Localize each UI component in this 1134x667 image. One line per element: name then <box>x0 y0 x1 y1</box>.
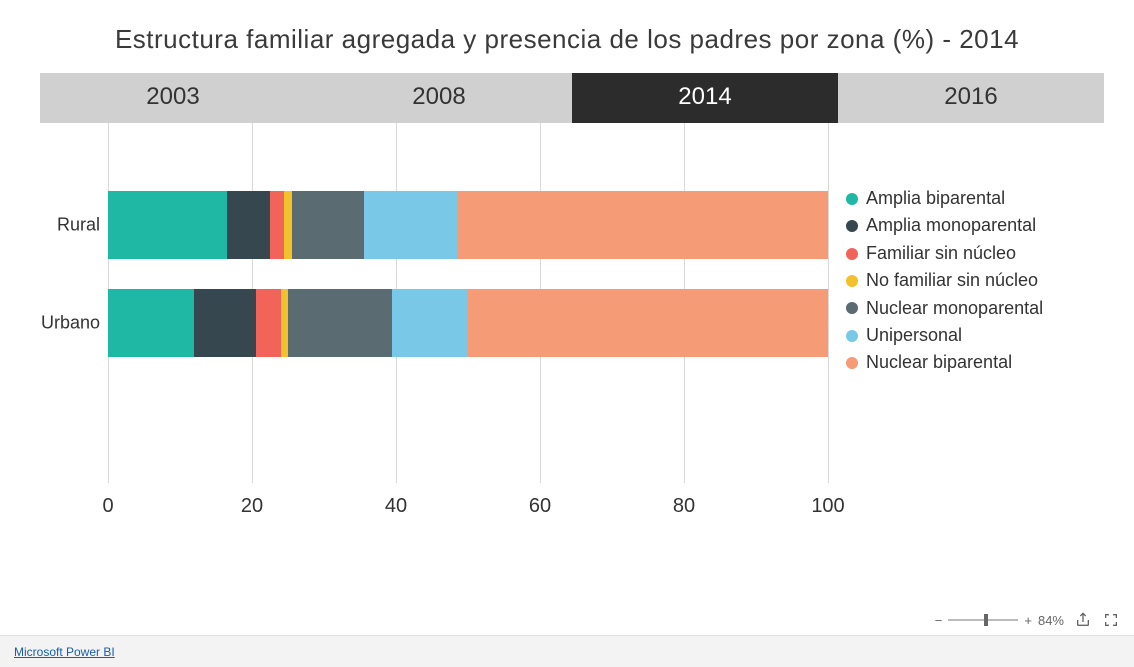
chart-area: Rural Urbano 020406080100 Amplia biparen… <box>40 123 1104 523</box>
legend-item-nuclear_monoparental[interactable]: Nuclear monoparental <box>846 297 1088 320</box>
zoom-out-button[interactable]: − <box>935 613 943 628</box>
bar-segment-unipersonal[interactable] <box>392 289 468 357</box>
legend-label: Amplia biparental <box>866 187 1005 210</box>
x-tick: 100 <box>811 495 844 518</box>
legend-dot-icon <box>846 220 858 232</box>
legend-item-no_familiar_sin_nucleo[interactable]: No familiar sin núcleo <box>846 269 1088 292</box>
app-root: Estructura familiar agregada y presencia… <box>0 0 1134 667</box>
bar-segment-nuclear_monoparental[interactable] <box>292 191 364 259</box>
powerbi-link[interactable]: Microsoft Power BI <box>14 645 115 659</box>
tab-2003[interactable]: 2003 <box>40 73 306 123</box>
x-axis: 020406080100 <box>108 489 828 519</box>
y-label-urbano: Urbano <box>41 313 100 334</box>
zoom-level-label: 84% <box>1038 613 1064 628</box>
bar-segment-amplia_monoparental[interactable] <box>227 191 270 259</box>
plot: 020406080100 <box>108 123 828 483</box>
bar-segment-amplia_biparental[interactable] <box>108 289 194 357</box>
legend-label: Familiar sin núcleo <box>866 242 1016 265</box>
tab-2008[interactable]: 2008 <box>306 73 572 123</box>
bar-segment-unipersonal[interactable] <box>364 191 458 259</box>
bar-segment-no_familiar_sin_nucleo[interactable] <box>284 191 291 259</box>
bar-segment-nuclear_biparental[interactable] <box>457 191 828 259</box>
bar-segment-familiar_sin_nucleo[interactable] <box>256 289 281 357</box>
bar-segment-nuclear_biparental[interactable] <box>468 289 828 357</box>
legend-dot-icon <box>846 275 858 287</box>
chart-title: Estructura familiar agregada y presencia… <box>0 0 1134 67</box>
zoom-controls: − + 84% <box>935 611 1120 629</box>
legend-item-nuclear_biparental[interactable]: Nuclear biparental <box>846 351 1088 374</box>
legend-dot-icon <box>846 302 858 314</box>
legend: Amplia biparental Amplia monoparental Fami… <box>828 123 1088 379</box>
legend-dot-icon <box>846 193 858 205</box>
legend-label: Nuclear biparental <box>866 351 1012 374</box>
zoom-in-button[interactable]: + <box>1024 613 1032 628</box>
legend-item-amplia_biparental[interactable]: Amplia biparental <box>846 187 1088 210</box>
zoom-slider[interactable] <box>948 619 1018 621</box>
x-tick: 40 <box>385 495 407 518</box>
legend-dot-icon <box>846 248 858 260</box>
bar-segment-no_familiar_sin_nucleo[interactable] <box>281 289 288 357</box>
legend-item-unipersonal[interactable]: Unipersonal <box>846 324 1088 347</box>
legend-label: Unipersonal <box>866 324 962 347</box>
legend-item-familiar_sin_nucleo[interactable]: Familiar sin núcleo <box>846 242 1088 265</box>
legend-dot-icon <box>846 357 858 369</box>
x-tick: 0 <box>102 495 113 518</box>
legend-dot-icon <box>846 330 858 342</box>
x-tick: 80 <box>673 495 695 518</box>
bar-segment-nuclear_monoparental[interactable] <box>288 289 392 357</box>
x-tick: 60 <box>529 495 551 518</box>
grid-line <box>828 123 829 483</box>
bar-row <box>108 191 828 259</box>
legend-item-amplia_monoparental[interactable]: Amplia monoparental <box>846 214 1088 237</box>
legend-label: Nuclear monoparental <box>866 297 1043 320</box>
bar-row <box>108 289 828 357</box>
bar-segment-amplia_monoparental[interactable] <box>194 289 255 357</box>
year-tabs: 2003 2008 2014 2016 <box>40 73 1104 123</box>
y-label-rural: Rural <box>57 215 100 236</box>
legend-label: No familiar sin núcleo <box>866 269 1038 292</box>
legend-label: Amplia monoparental <box>866 214 1036 237</box>
share-icon[interactable] <box>1074 611 1092 629</box>
bar-segment-amplia_biparental[interactable] <box>108 191 227 259</box>
fullscreen-icon[interactable] <box>1102 611 1120 629</box>
x-tick: 20 <box>241 495 263 518</box>
footer-bar: Microsoft Power BI <box>0 635 1134 667</box>
tab-2016[interactable]: 2016 <box>838 73 1104 123</box>
bar-segment-familiar_sin_nucleo[interactable] <box>270 191 284 259</box>
tab-2014[interactable]: 2014 <box>572 73 838 123</box>
